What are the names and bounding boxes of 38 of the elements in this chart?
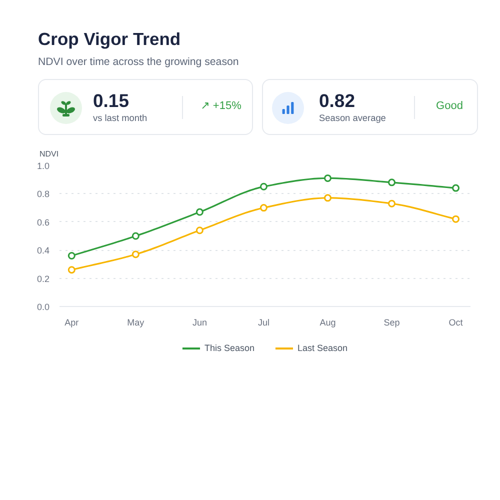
point — [260, 182, 268, 190]
point — [68, 252, 76, 260]
x-tick-label: Jul — [258, 318, 270, 328]
text: vs last month — [93, 112, 148, 124]
chart-subtitle: NDVI over time across the growing season — [38, 55, 239, 69]
y-tick-label: 0.6 — [36, 217, 50, 228]
text: 0.15 — [93, 90, 130, 112]
point — [68, 266, 76, 274]
text: ↗ +15% — [200, 99, 242, 114]
legend-label: Last Season — [297, 343, 348, 353]
y-tick-label: 0.8 — [36, 189, 50, 200]
y-tick-label: 1.0 — [36, 161, 50, 171]
x-tick-label: Oct — [448, 318, 464, 328]
point — [132, 232, 140, 240]
x-tick-label: Aug — [320, 318, 336, 328]
x-tick-label: Sep — [384, 318, 400, 328]
point — [388, 178, 396, 186]
x-tick-label: May — [127, 318, 145, 328]
point — [196, 208, 204, 216]
x-tick-label: Apr — [64, 318, 79, 328]
text: Good — [436, 99, 463, 114]
point — [388, 200, 396, 208]
y-axis-title: NDVI — [40, 150, 59, 158]
y-tick-label: 0.0 — [36, 302, 50, 312]
text: Season average — [319, 112, 386, 124]
point — [452, 215, 460, 223]
point — [260, 204, 268, 212]
point — [196, 226, 204, 234]
y-tick-label: 0.4 — [36, 246, 50, 256]
point — [132, 250, 140, 258]
text: 0.82 — [319, 90, 356, 112]
point — [324, 194, 332, 202]
chart-title: Crop Vigor Trend — [38, 28, 181, 50]
y-tick-label: 0.2 — [36, 274, 50, 284]
point — [452, 184, 460, 192]
point — [324, 174, 332, 182]
legend-label: This Season — [204, 343, 254, 353]
x-tick-label: Jun — [192, 318, 207, 328]
